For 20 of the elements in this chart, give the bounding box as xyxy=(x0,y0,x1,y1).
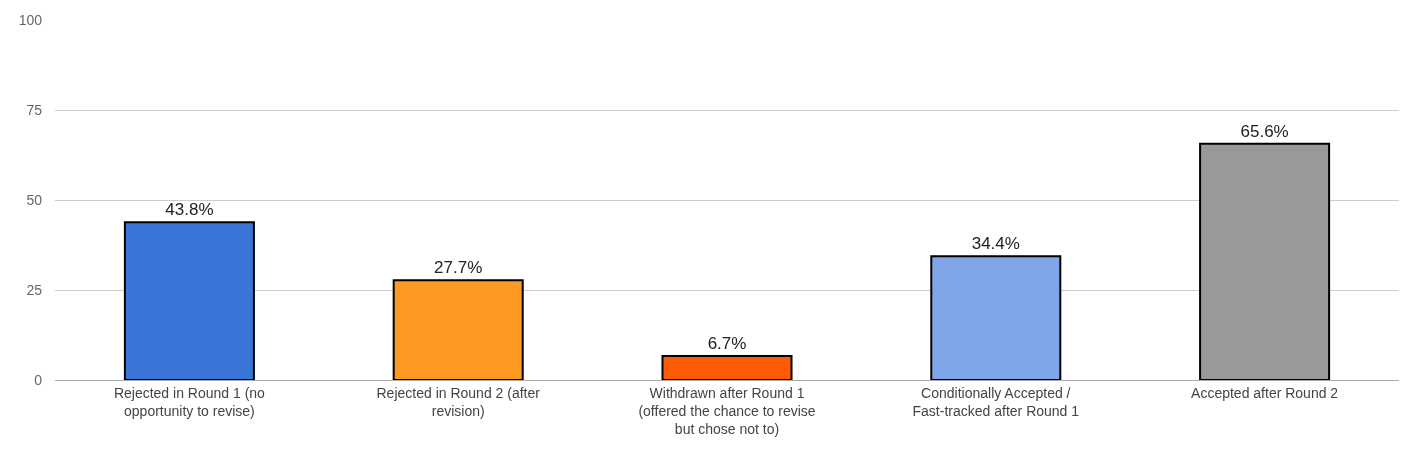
x-tick-label: Rejected in Round 2 (after revision) xyxy=(376,384,541,419)
bar xyxy=(392,279,524,380)
x-tick-label: Conditionally Accepted / Fast-tracked after Round 1 xyxy=(912,384,1080,419)
y-tick-label: 100 xyxy=(18,11,43,28)
data-label: 65.6% xyxy=(1240,121,1289,141)
y-tick-label: 75 xyxy=(26,101,43,118)
bar xyxy=(1199,142,1331,380)
y-tick-label: 0 xyxy=(34,371,43,388)
data-label: 43.8% xyxy=(165,200,214,220)
y-tick-label: 25 xyxy=(26,281,43,298)
x-tick-label: Accepted after Round 2 xyxy=(1191,384,1339,401)
bar xyxy=(661,354,793,380)
bar xyxy=(930,255,1062,380)
data-label: 34.4% xyxy=(971,234,1020,254)
y-tick-label: 50 xyxy=(26,191,43,208)
data-label: 6.7% xyxy=(707,333,747,353)
x-tick-label: Rejected in Round 1 (no opportunity to revise) xyxy=(113,384,266,419)
data-label: 27.7% xyxy=(434,258,483,278)
x-tick-label: Withdrawn after Round 1 (offered the chance to revise but chose not to) xyxy=(638,384,816,438)
bar xyxy=(123,221,255,380)
